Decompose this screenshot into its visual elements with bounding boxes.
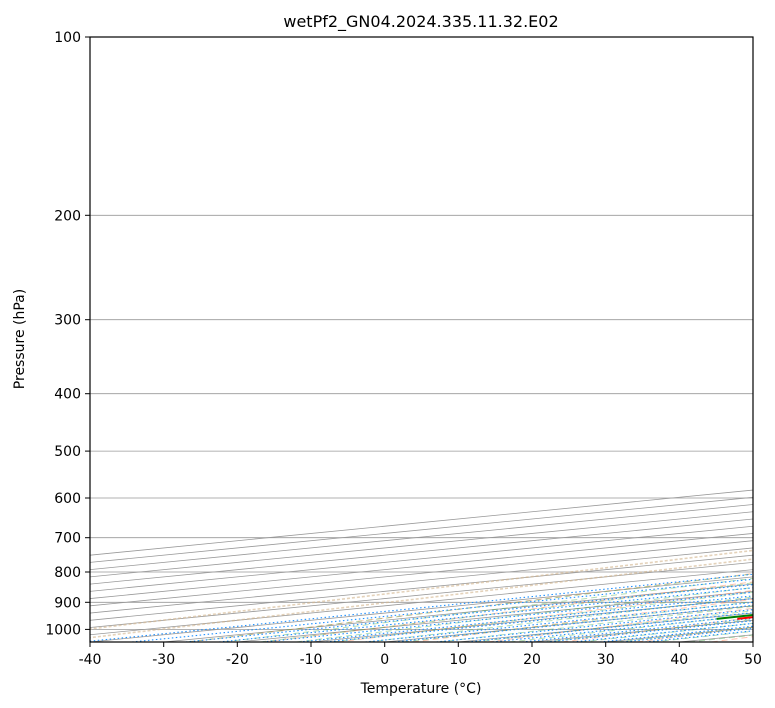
moist-adiabats xyxy=(187,573,753,642)
mixing-ratio-line xyxy=(262,591,753,642)
mixing-ratio-line xyxy=(185,584,753,642)
moist-adiabat xyxy=(296,587,753,642)
x-tick-label: 20 xyxy=(523,652,541,668)
isotherm-line xyxy=(90,518,753,585)
y-tick-label: 200 xyxy=(54,208,81,224)
chart-title: wetPf2_GN04.2024.335.11.32.E02 xyxy=(283,12,558,32)
mixing-ratio-lines xyxy=(90,573,753,642)
isotherm-line xyxy=(752,641,753,642)
y-tick-label: 1000 xyxy=(45,622,81,638)
y-tick-label: 100 xyxy=(54,30,81,46)
isotherm-line xyxy=(90,504,753,571)
x-axis-ticks: -40 -30 -20 -10 0 10 20 30 40 50 xyxy=(79,642,762,668)
x-tick-label: 50 xyxy=(744,652,762,668)
x-axis-label: Temperature (°C) xyxy=(360,681,482,697)
isotherm-line xyxy=(90,540,753,607)
y-axis-label: Pressure (hPa) xyxy=(12,289,28,389)
moist-adiabat xyxy=(187,573,753,642)
y-tick-label: 800 xyxy=(54,565,81,581)
x-tick-label: 10 xyxy=(449,652,467,668)
x-tick-label: -10 xyxy=(300,652,323,668)
plot-frame xyxy=(89,36,754,643)
x-tick-label: 30 xyxy=(597,652,615,668)
y-tick-label: 600 xyxy=(54,491,81,507)
moist-adiabat xyxy=(367,596,753,642)
y-tick-label: 500 xyxy=(54,444,81,460)
x-tick-label: 0 xyxy=(380,652,389,668)
lcl-curve xyxy=(90,549,753,639)
y-tick-label: 700 xyxy=(54,531,81,547)
x-tick-label: -30 xyxy=(152,652,175,668)
plot-background xyxy=(90,37,753,642)
moist-adiabat xyxy=(223,577,753,642)
guide-curve xyxy=(90,549,753,630)
mixing-ratio-line xyxy=(299,595,753,642)
y-tick-label: 300 xyxy=(54,313,81,329)
isotherm-line xyxy=(90,496,753,563)
isotherm-line xyxy=(90,533,753,599)
x-tick-label: 40 xyxy=(670,652,688,668)
y-tick-label: 900 xyxy=(54,595,81,611)
y-tick-label: 400 xyxy=(54,387,81,403)
x-tick-label: -40 xyxy=(79,652,102,668)
y-axis-ticks: 100 200 300 400 500 600 700 800 900 1000 xyxy=(45,30,90,638)
guide-curve xyxy=(90,558,753,639)
isotherm-line xyxy=(90,525,753,592)
isotherm-line xyxy=(90,511,753,578)
dry-adiabat xyxy=(263,581,753,642)
mixing-ratio-line xyxy=(218,587,753,642)
isotherm-lines xyxy=(90,489,753,642)
x-tick-label: -20 xyxy=(226,652,249,668)
isotherm-line xyxy=(90,489,753,556)
moist-adiabat xyxy=(260,582,753,642)
isobar-gridlines xyxy=(90,37,753,630)
